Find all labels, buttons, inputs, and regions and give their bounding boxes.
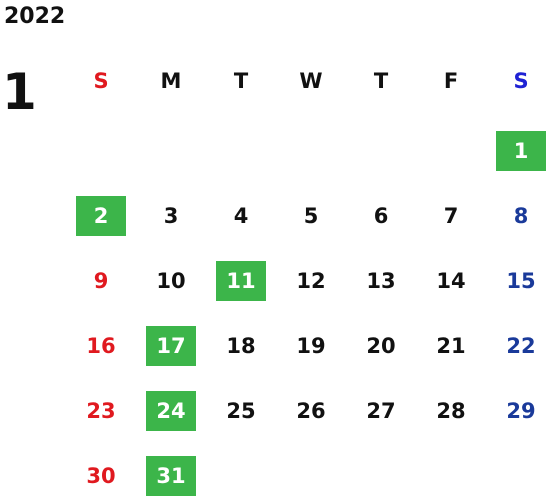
day-cell[interactable]: 23 xyxy=(86,399,116,423)
day-cell[interactable]: 14 xyxy=(436,269,466,293)
day-cell-highlighted[interactable]: 31 xyxy=(146,456,196,496)
day-cell-highlighted[interactable]: 11 xyxy=(216,261,266,301)
day-cell[interactable]: 22 xyxy=(506,334,536,358)
weekday-mon: M xyxy=(160,69,182,93)
day-cell[interactable]: 9 xyxy=(93,269,109,293)
day-cell[interactable]: 19 xyxy=(296,334,326,358)
day-cell[interactable]: 15 xyxy=(506,269,536,293)
month-number: 1 xyxy=(2,63,37,121)
weekday-fri: F xyxy=(443,69,459,93)
day-cell[interactable]: 7 xyxy=(443,204,459,228)
day-cell[interactable]: 10 xyxy=(156,269,186,293)
day-cell[interactable]: 27 xyxy=(366,399,396,423)
weekday-sun: S xyxy=(93,69,109,93)
day-cell[interactable]: 13 xyxy=(366,269,396,293)
day-cell[interactable]: 3 xyxy=(163,204,179,228)
day-cell[interactable]: 18 xyxy=(226,334,256,358)
day-cell[interactable]: 16 xyxy=(86,334,116,358)
day-cell[interactable]: 29 xyxy=(506,399,536,423)
day-cell[interactable]: 28 xyxy=(436,399,466,423)
day-cell[interactable]: 21 xyxy=(436,334,466,358)
day-cell[interactable]: 25 xyxy=(226,399,256,423)
weekday-tue: T xyxy=(233,69,249,93)
day-cell[interactable]: 4 xyxy=(233,204,249,228)
day-cell[interactable]: 12 xyxy=(296,269,326,293)
day-cell[interactable]: 5 xyxy=(303,204,319,228)
weekday-wed: W xyxy=(299,69,323,93)
day-cell[interactable]: 8 xyxy=(513,204,529,228)
day-cell[interactable]: 20 xyxy=(366,334,396,358)
day-cell-highlighted[interactable]: 2 xyxy=(76,196,126,236)
day-cell-highlighted[interactable]: 1 xyxy=(496,131,546,171)
year-label: 2022 xyxy=(4,4,66,29)
day-cell[interactable]: 30 xyxy=(86,464,116,488)
day-cell-highlighted[interactable]: 17 xyxy=(146,326,196,366)
weekday-thu: T xyxy=(373,69,389,93)
day-cell-highlighted[interactable]: 24 xyxy=(146,391,196,431)
weekday-sat: S xyxy=(513,69,529,93)
day-cell[interactable]: 26 xyxy=(296,399,326,423)
day-cell[interactable]: 6 xyxy=(373,204,389,228)
